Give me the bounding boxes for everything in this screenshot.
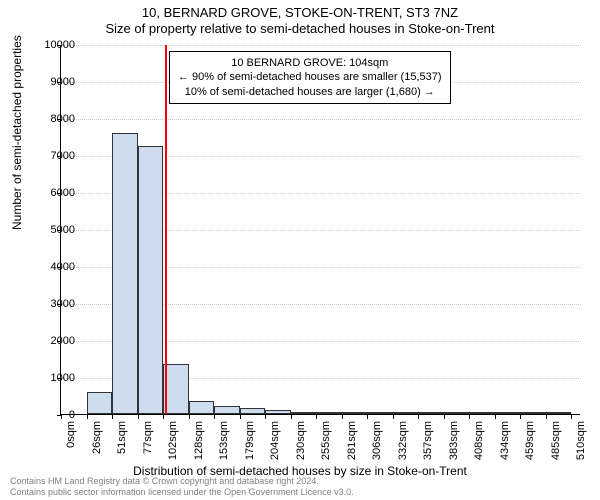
xtick-mark xyxy=(138,415,139,419)
ytick-label: 9000 xyxy=(35,76,75,88)
xtick-label: 281sqm xyxy=(346,421,358,460)
xtick-label: 179sqm xyxy=(244,421,256,460)
xtick-mark xyxy=(189,415,190,419)
xtick-label: 408sqm xyxy=(473,421,485,460)
xtick-label: 0sqm xyxy=(65,421,77,448)
histogram-bar xyxy=(316,412,342,414)
xtick-mark xyxy=(265,415,266,419)
xtick-mark xyxy=(163,415,164,419)
xtick-mark xyxy=(214,415,215,419)
histogram-bar xyxy=(240,408,265,414)
xtick-label: 485sqm xyxy=(550,421,562,460)
chart-subtitle: Size of property relative to semi-detach… xyxy=(0,20,600,36)
histogram-bar xyxy=(495,412,520,414)
footer-line2: Contains public sector information licen… xyxy=(10,487,354,498)
xtick-mark xyxy=(342,415,343,419)
histogram-bar xyxy=(520,412,546,414)
histogram-bar xyxy=(138,146,163,414)
histogram-bar xyxy=(393,412,418,414)
ytick-label: 10000 xyxy=(35,39,75,51)
xtick-mark xyxy=(571,415,572,419)
ytick-label: 7000 xyxy=(35,150,75,162)
xtick-mark xyxy=(393,415,394,419)
chart-container: 10, BERNARD GROVE, STOKE-ON-TRENT, ST3 7… xyxy=(0,0,600,500)
histogram-bar xyxy=(112,133,138,414)
xtick-mark xyxy=(316,415,317,419)
footer-line1: Contains HM Land Registry data © Crown c… xyxy=(10,476,354,487)
xtick-mark xyxy=(444,415,445,419)
xtick-label: 26sqm xyxy=(91,421,103,454)
xtick-label: 51sqm xyxy=(116,421,128,454)
annotation-box: 10 BERNARD GROVE: 104sqm← 90% of semi-de… xyxy=(169,51,451,104)
gridline xyxy=(61,119,581,120)
ytick-label: 6000 xyxy=(35,187,75,199)
annotation-line1: 10 BERNARD GROVE: 104sqm xyxy=(178,56,442,70)
xtick-mark xyxy=(495,415,496,419)
xtick-mark xyxy=(520,415,521,419)
y-axis-label: Number of semi-detached properties xyxy=(10,35,24,230)
xtick-label: 230sqm xyxy=(295,421,307,460)
xtick-label: 332sqm xyxy=(397,421,409,460)
xtick-label: 357sqm xyxy=(422,421,434,460)
histogram-bar xyxy=(367,412,393,414)
xtick-label: 383sqm xyxy=(448,421,460,460)
xtick-label: 306sqm xyxy=(371,421,383,460)
histogram-bar xyxy=(265,410,291,414)
annotation-line2: ← 90% of semi-detached houses are smalle… xyxy=(178,70,442,84)
xtick-label: 434sqm xyxy=(499,421,511,460)
xtick-label: 459sqm xyxy=(524,421,536,460)
xtick-label: 102sqm xyxy=(167,421,179,460)
xtick-label: 77sqm xyxy=(142,421,154,454)
histogram-bar xyxy=(469,412,495,414)
xtick-label: 204sqm xyxy=(269,421,281,460)
footer-attribution: Contains HM Land Registry data © Crown c… xyxy=(10,476,354,498)
xtick-label: 255sqm xyxy=(320,421,332,460)
histogram-bar xyxy=(189,401,214,414)
histogram-bar xyxy=(444,412,469,414)
xtick-mark xyxy=(418,415,419,419)
ytick-label: 2000 xyxy=(35,335,75,347)
histogram-bar xyxy=(342,412,367,414)
ytick-label: 0 xyxy=(35,409,75,421)
histogram-bar xyxy=(418,412,444,414)
xtick-mark xyxy=(87,415,88,419)
xtick-mark xyxy=(291,415,292,419)
annotation-line3: 10% of semi-detached houses are larger (… xyxy=(178,85,442,99)
plot-area: 10 BERNARD GROVE: 104sqm← 90% of semi-de… xyxy=(60,45,580,415)
gridline xyxy=(61,45,581,46)
histogram-bar xyxy=(87,392,112,414)
xtick-label: 153sqm xyxy=(218,421,230,460)
xtick-mark xyxy=(367,415,368,419)
ytick-label: 3000 xyxy=(35,298,75,310)
xtick-mark xyxy=(546,415,547,419)
xtick-label: 510sqm xyxy=(575,421,587,460)
xtick-mark xyxy=(112,415,113,419)
ytick-label: 5000 xyxy=(35,224,75,236)
marker-line xyxy=(165,45,167,414)
histogram-bar xyxy=(291,412,316,414)
ytick-label: 8000 xyxy=(35,113,75,125)
histogram-bar xyxy=(214,406,240,414)
xtick-label: 128sqm xyxy=(193,421,205,460)
ytick-label: 1000 xyxy=(35,372,75,384)
histogram-bar xyxy=(546,412,571,414)
ytick-label: 4000 xyxy=(35,261,75,273)
chart-plot-wrap: 10 BERNARD GROVE: 104sqm← 90% of semi-de… xyxy=(60,45,580,415)
xtick-mark xyxy=(469,415,470,419)
xtick-mark xyxy=(240,415,241,419)
chart-title: 10, BERNARD GROVE, STOKE-ON-TRENT, ST3 7… xyxy=(0,0,600,20)
